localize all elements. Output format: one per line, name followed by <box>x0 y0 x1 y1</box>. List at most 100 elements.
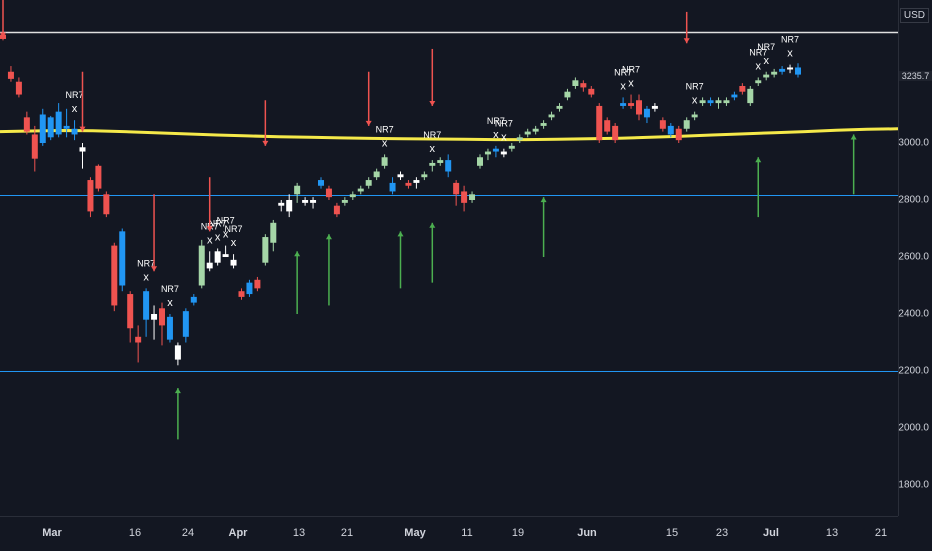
x-tick-label: Apr <box>228 527 248 539</box>
candle-body <box>397 174 404 178</box>
candle-body <box>715 100 722 104</box>
candle-body <box>548 114 555 118</box>
candle-body <box>580 83 587 88</box>
candle-body <box>333 205 340 215</box>
candle-body <box>174 345 181 360</box>
candle-body <box>389 182 396 192</box>
candle-body <box>453 182 460 195</box>
candle-body <box>214 251 221 263</box>
nr7-x-marker: x <box>787 48 793 60</box>
candle-body <box>596 105 603 141</box>
candle-body <box>222 254 229 257</box>
y-tick-label: 2600.0 <box>898 251 929 263</box>
x-tick-label: Jun <box>577 527 597 539</box>
candle-body <box>159 308 165 326</box>
candle-body <box>341 200 348 203</box>
candle-body <box>516 137 523 141</box>
candle-body <box>707 100 714 104</box>
candle-body <box>787 67 794 70</box>
nr7-label: NR7 <box>137 258 155 268</box>
candle-body <box>365 180 372 186</box>
candle-body <box>524 131 531 135</box>
candle-body <box>230 259 237 266</box>
candle-body <box>166 316 173 340</box>
candle-body <box>325 188 332 198</box>
candle-body <box>683 120 690 129</box>
candle-body <box>636 100 642 115</box>
nr7-label: NR7 <box>217 216 235 226</box>
price-chart[interactable]: NR7xNR7xNR7xNR7xNR7xNR7xNR7xNR7xNR7xNR7x… <box>0 0 898 516</box>
price-axis[interactable]: USD 1800.0 2000.0 2200.0 2400.0 2600.0 2800.0… <box>898 0 932 516</box>
nr7-x-marker: x <box>692 95 698 107</box>
x-tick-label: Mar <box>42 527 62 539</box>
x-tick-label: May <box>404 527 426 539</box>
candle-body <box>731 94 738 98</box>
x-tick-label: 23 <box>715 527 729 539</box>
nr7-x-marker: x <box>215 231 221 243</box>
candle-body <box>47 117 54 138</box>
up-arrow-head <box>325 234 332 240</box>
candle-body <box>15 81 22 95</box>
last-price-label: 3235.7 <box>899 70 932 81</box>
nr7-x-marker: x <box>493 129 499 141</box>
nr7-label: NR7 <box>66 90 84 100</box>
candle-body <box>699 100 706 104</box>
candle-body <box>659 120 666 129</box>
nr7-x-marker: x <box>628 78 634 90</box>
nr7-label: NR7 <box>161 284 179 294</box>
candle-body <box>492 148 499 152</box>
candle-body <box>71 128 78 135</box>
down-arrow-head <box>365 120 372 126</box>
nr7-x-marker: x <box>382 137 388 149</box>
candle-body <box>135 336 142 343</box>
x-tick-label: 21 <box>874 527 888 539</box>
candle-body <box>79 147 86 152</box>
time-axis[interactable]: Mar 16 24 Apr 13 21 May 11 19 Jun 15 23 Jul 13 21 <box>0 516 898 551</box>
candle-body <box>572 80 579 86</box>
candle-body <box>763 74 770 78</box>
y-tick-label: 2000.0 <box>898 422 929 434</box>
down-arrow-head <box>429 100 436 106</box>
candle-body <box>111 245 118 306</box>
candle-body <box>294 185 301 195</box>
x-tick-label: 24 <box>181 527 195 539</box>
candle-body <box>206 262 213 269</box>
candle-body <box>771 71 778 75</box>
candle-body <box>437 160 444 163</box>
candle-body <box>532 128 539 132</box>
currency-badge[interactable]: USD <box>899 8 929 23</box>
candle-body <box>23 117 30 132</box>
candle-body <box>318 180 324 186</box>
nr7-label: NR7 <box>487 116 505 126</box>
candle-body <box>119 231 126 286</box>
candle-body <box>55 111 62 135</box>
nr7-x-marker: x <box>143 271 149 283</box>
up-arrow-head <box>294 251 301 257</box>
candle-body <box>262 237 269 263</box>
candle-body <box>39 114 46 143</box>
candle-body <box>564 91 571 98</box>
candle-body <box>469 194 476 200</box>
candle-body <box>508 145 515 149</box>
candle-body <box>643 108 650 118</box>
candle-body <box>500 151 507 155</box>
nr7-label: NR7 <box>749 47 767 57</box>
candle-body <box>238 291 245 297</box>
x-tick-label: 16 <box>128 527 142 539</box>
y-tick-label: 2800.0 <box>898 194 929 206</box>
nr7-label: NR7 <box>614 67 632 77</box>
nr7-x-marker: x <box>72 103 78 115</box>
candle-body <box>143 291 150 320</box>
candle-body <box>254 279 261 289</box>
candle-body <box>349 194 356 198</box>
candle-body <box>779 68 786 72</box>
nr7-label: NR7 <box>423 130 441 140</box>
candle-body <box>405 182 412 186</box>
candle-body <box>310 200 317 203</box>
candle-body <box>95 165 102 189</box>
x-tick-label: 19 <box>511 527 525 539</box>
down-arrow-head <box>79 126 86 132</box>
down-arrow-head <box>683 38 690 44</box>
candle-body <box>445 160 452 172</box>
